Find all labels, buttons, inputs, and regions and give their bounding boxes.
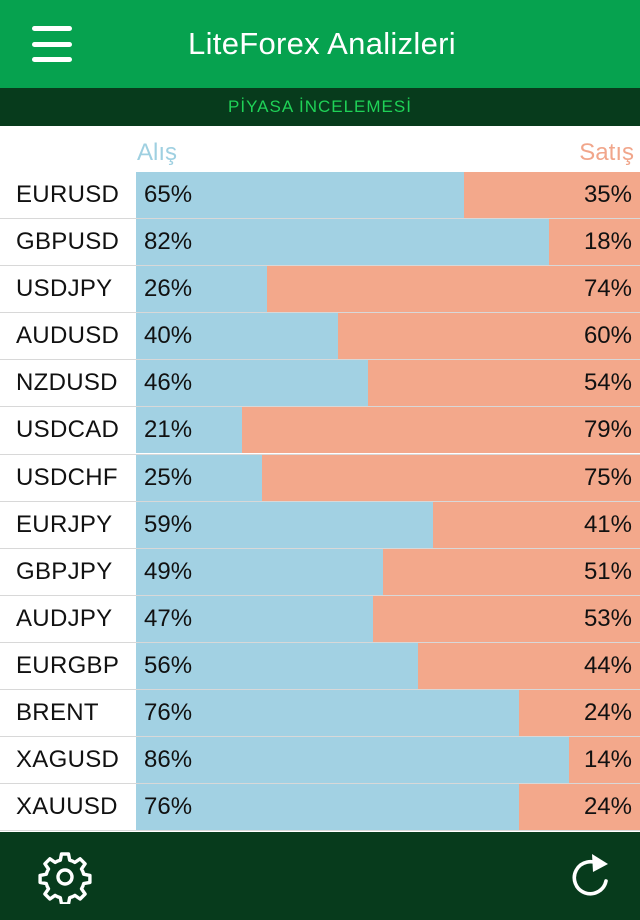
buy-percent: 65% (144, 181, 193, 208)
buy-fill (136, 454, 262, 501)
buy-percent: 76% (144, 699, 193, 727)
buy-percent: 86% (144, 746, 193, 774)
pair-label: GBPUSD (16, 228, 120, 256)
sell-percent: 75% (583, 463, 632, 491)
sentiment-bar: 76% 24% (136, 784, 640, 831)
pair-label: EURGBP (16, 651, 120, 679)
sell-percent: 14% (583, 746, 632, 774)
buy-fill (136, 690, 520, 737)
buy-percent: 59% (144, 510, 193, 538)
sentiment-bar: 25% 75% (136, 454, 640, 501)
pair-label: EURUSD (16, 181, 120, 208)
sentiment-bar: 59% 41% (136, 501, 640, 548)
sell-percent: 79% (583, 416, 632, 444)
refresh-icon[interactable] (566, 850, 614, 900)
sentiment-bar: 47% 53% (136, 595, 640, 642)
pair-label: XAUUSD (16, 793, 118, 821)
buy-percent: 26% (144, 275, 193, 303)
table-row[interactable]: EURJPY 59% 41% (0, 501, 640, 549)
pair-label: BRENT (16, 699, 99, 727)
buy-fill (136, 501, 434, 548)
bottom-toolbar (0, 832, 640, 920)
sell-percent: 51% (583, 557, 632, 585)
buy-fill (136, 172, 464, 218)
buy-percent: 82% (144, 228, 193, 256)
table-row[interactable]: NZDUSD 46% 54% (0, 360, 640, 408)
buy-percent: 25% (144, 463, 193, 491)
pair-label: USDCAD (16, 416, 120, 444)
table-row[interactable]: USDCAD 21% 79% (0, 407, 640, 455)
pair-label: AUDUSD (16, 322, 120, 350)
menu-line (32, 41, 72, 47)
buy-fill (136, 548, 383, 595)
table-row[interactable]: XAUUSD 76% 24% (0, 784, 640, 832)
pair-label: USDCHF (16, 463, 118, 491)
buy-fill (136, 407, 242, 454)
menu-line (32, 57, 72, 62)
buy-fill (136, 266, 268, 313)
sell-percent: 54% (583, 369, 632, 397)
sentiment-bar: 26% 74% (136, 266, 640, 313)
buy-fill (136, 642, 419, 689)
column-headers: Alış Satış (0, 126, 640, 172)
table-row[interactable]: EURUSD 65% 35% (0, 172, 640, 220)
table-row[interactable]: AUDUSD 40% 60% (0, 313, 640, 361)
pair-label: USDJPY (16, 275, 113, 303)
buy-percent: 46% (144, 369, 193, 397)
buy-column-label: Alış (137, 139, 178, 166)
table-row[interactable]: GBPUSD 82% 18% (0, 219, 640, 267)
pair-label: NZDUSD (16, 369, 118, 397)
page-title: LiteForex Analizleri (188, 26, 456, 61)
table-row[interactable]: GBPJPY 49% 51% (0, 548, 640, 596)
buy-percent: 21% (144, 416, 193, 444)
menu-line (32, 26, 72, 31)
sell-percent: 44% (583, 651, 632, 679)
sell-percent: 60% (583, 322, 632, 350)
sentiment-bar: 65% 35% (136, 172, 640, 218)
sentiment-bar: 76% 24% (136, 690, 640, 737)
sentiment-list: EURUSD 65% 35% GBPUSD 82% 18% USDJPY 26% 74% AUDU… (0, 172, 640, 832)
sell-percent: 41% (583, 510, 632, 538)
sell-percent: 18% (583, 228, 632, 256)
hamburger-menu-icon[interactable] (26, 22, 78, 66)
sell-percent: 24% (583, 793, 632, 821)
gear-icon[interactable] (38, 850, 92, 906)
buy-fill (136, 595, 373, 642)
buy-percent: 76% (144, 793, 193, 821)
table-row[interactable]: USDCHF 25% 75% (0, 454, 640, 502)
buy-fill (136, 784, 520, 831)
sell-column-label: Satış (579, 139, 634, 166)
buy-percent: 49% (144, 557, 193, 585)
buy-fill (136, 313, 338, 360)
sentiment-bar: 86% 14% (136, 737, 640, 784)
app-header: LiteForex Analizleri (0, 0, 640, 88)
buy-percent: 40% (144, 322, 193, 350)
pair-label: XAGUSD (16, 746, 120, 774)
sell-percent: 24% (583, 699, 632, 727)
sentiment-bar: 56% 44% (136, 642, 640, 689)
table-row[interactable]: AUDJPY 47% 53% (0, 595, 640, 644)
buy-fill (136, 219, 550, 266)
sentiment-bar: 40% 60% (136, 313, 640, 360)
pair-label: AUDJPY (16, 604, 113, 632)
sentiment-bar: 82% 18% (136, 219, 640, 266)
section-subtitle: PİYASA İNCELEMESİ (0, 88, 640, 126)
buy-fill (136, 360, 368, 407)
sell-percent: 35% (583, 181, 632, 208)
table-row[interactable]: EURGBP 56% 44% (0, 642, 640, 691)
table-row[interactable]: BRENT 76% 24% (0, 690, 640, 738)
buy-percent: 56% (144, 651, 193, 679)
buy-percent: 47% (144, 604, 193, 632)
sell-percent: 74% (583, 275, 632, 303)
sell-percent: 53% (583, 604, 632, 632)
buy-fill (136, 737, 570, 784)
table-row[interactable]: USDJPY 26% 74% (0, 266, 640, 314)
sentiment-bar: 46% 54% (136, 360, 640, 407)
sentiment-bar: 21% 79% (136, 407, 640, 454)
table-row[interactable]: XAGUSD 86% 14% (0, 737, 640, 785)
pair-label: GBPJPY (16, 557, 113, 585)
pair-label: EURJPY (16, 510, 113, 538)
sentiment-bar: 49% 51% (136, 548, 640, 595)
